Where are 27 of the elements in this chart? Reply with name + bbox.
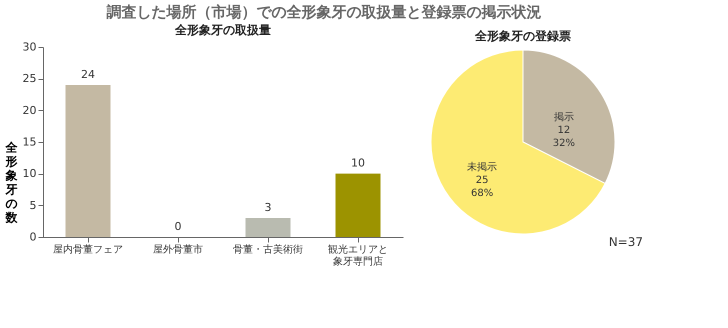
data-label: 0: [174, 220, 182, 233]
data-label: 3: [264, 201, 272, 214]
chart-title: 調査した場所（市場）での全形象牙の取扱量と登録票の掲示状況: [106, 3, 542, 21]
data-label: 24: [81, 68, 95, 81]
y-tick-label: 0: [30, 230, 36, 244]
data-label: 12 32%: [552, 124, 575, 149]
y-tick-label: 25: [22, 72, 36, 86]
bar: [336, 174, 380, 237]
y-tick-label: 15: [22, 136, 36, 148]
y-axis-title: 全形象牙の数: [4, 140, 18, 224]
x-tick-label: 屋内骨董フェア: [53, 244, 123, 256]
data-label: 25 68%: [471, 175, 494, 200]
x-tick-label: 骨董・古美術街: [233, 244, 303, 256]
bar: [246, 218, 290, 237]
chart-subtitle: 全形象牙の取扱量: [174, 23, 271, 37]
chart-title: 全形象牙の登録票: [474, 29, 571, 43]
bar: [66, 85, 110, 237]
y-tick-label: 10: [22, 167, 36, 180]
slice-label: 未掲示: [467, 161, 498, 174]
data-label: 10: [351, 156, 365, 170]
y-tick-label: 5: [30, 198, 36, 212]
y-tick-label: 30: [22, 40, 36, 54]
text: N=37: [608, 235, 643, 249]
slice-label: 掲示: [554, 110, 574, 123]
y-tick-label: 20: [22, 104, 36, 117]
x-tick-label: 屋外骨董市: [153, 244, 203, 256]
x-tick-label: 観光エリアと象牙専門店: [328, 244, 388, 268]
